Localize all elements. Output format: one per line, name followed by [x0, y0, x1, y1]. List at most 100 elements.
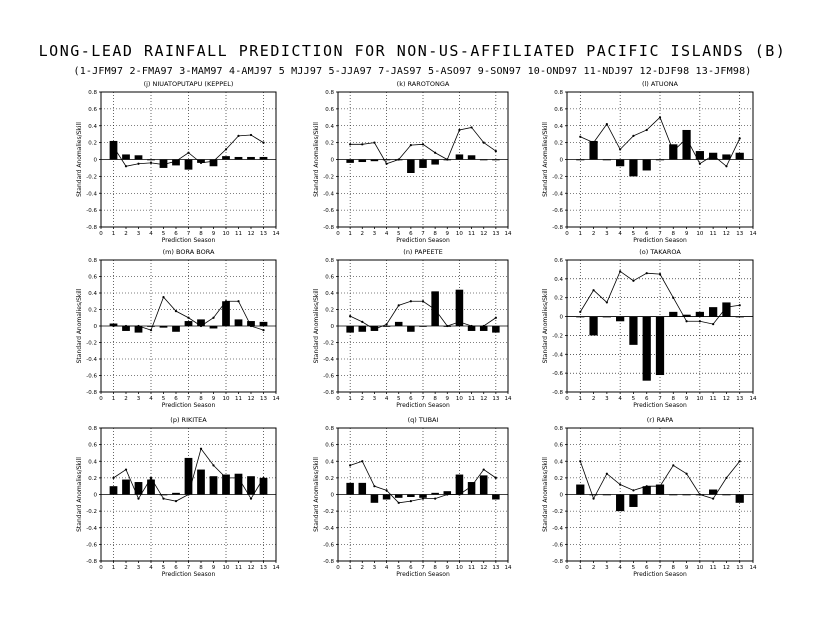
skill-point-10 — [458, 320, 461, 323]
panel-title: (k) RAROTONGA — [397, 80, 450, 88]
plot-area: (p) RIKITEA -0.8 -0.6 -0.4 -0.2 0 0.2 0.4 0.6 0.8… — [76, 416, 280, 578]
x-tick-label: 14 — [273, 396, 280, 402]
y-tick-label: 0.6 — [554, 107, 563, 113]
bar-2 — [122, 154, 130, 160]
skill-point-1 — [579, 135, 582, 138]
skill-point-8 — [434, 151, 437, 154]
bar-11 — [467, 155, 476, 160]
bar-3 — [370, 494, 379, 503]
bar-4 — [616, 316, 625, 322]
skill-point-4 — [385, 162, 388, 165]
x-tick-label: 0 — [99, 396, 103, 402]
x-tick-label: 8 — [199, 396, 203, 402]
y-tick-label: 0 — [560, 493, 564, 499]
x-tick-label: 2 — [124, 231, 128, 237]
bar-2 — [589, 316, 598, 336]
bar-5 — [629, 494, 638, 507]
x-tick-label: 3 — [137, 565, 141, 571]
x-tick-label: 11 — [468, 565, 475, 571]
x-tick-label: 7 — [421, 565, 425, 571]
bar-11 — [234, 156, 243, 160]
x-tick-label: 13 — [492, 231, 499, 237]
bar-11 — [709, 307, 718, 317]
skill-point-7 — [421, 143, 425, 146]
x-tick-label: 1 — [348, 565, 352, 571]
y-tick-label: -0.6 — [86, 542, 97, 548]
y-tick-label: 0.8 — [88, 258, 97, 264]
bar-6 — [642, 159, 651, 171]
skill-point-8 — [199, 324, 203, 328]
bar-4 — [147, 159, 155, 161]
skill-point-9 — [685, 472, 688, 475]
x-tick-label: 4 — [149, 396, 153, 402]
x-tick-label: 13 — [492, 565, 499, 571]
skill-point-9 — [685, 137, 688, 140]
skill-point-2 — [592, 289, 595, 292]
skill-point-4 — [619, 483, 622, 486]
chart-panel-3: (m) BORA BORA -0.8 -0.6 -0.4 -0.2 0 0.2 0.4 0.6 0… — [76, 248, 280, 409]
bar-12 — [479, 326, 488, 331]
skill-point-1 — [349, 143, 352, 146]
bar-11 — [234, 473, 243, 495]
skill-point-8 — [672, 464, 675, 467]
x-tick-label: 3 — [373, 396, 377, 402]
skill-point-3 — [137, 324, 140, 328]
bar-6 — [642, 486, 651, 495]
bar-2 — [358, 326, 367, 332]
bar-9 — [682, 314, 691, 317]
y-tick-label: 0.6 — [325, 275, 334, 281]
x-tick-label: 5 — [162, 231, 166, 237]
y-tick-label: -0.2 — [86, 341, 97, 347]
skill-point-13 — [738, 460, 741, 463]
y-tick-label: 0.4 — [88, 291, 97, 297]
y-tick-label: 0.6 — [88, 443, 97, 449]
bar-10 — [222, 474, 230, 495]
bar-13 — [259, 477, 268, 495]
skill-point-2 — [361, 320, 364, 323]
y-tick-label: -0.6 — [86, 374, 97, 380]
bar-5 — [394, 494, 403, 498]
x-tick-label: 1 — [579, 565, 583, 571]
x-tick-label: 9 — [446, 565, 450, 571]
y-tick-label: -0.4 — [552, 526, 563, 532]
bar-3 — [370, 159, 379, 162]
y-tick-label: -0.8 — [86, 559, 97, 565]
y-tick-label: 0.6 — [554, 258, 563, 264]
bar-12 — [247, 321, 255, 326]
x-tick-label: 8 — [433, 565, 437, 571]
skill-point-5 — [162, 163, 165, 166]
bar-12 — [722, 154, 731, 160]
skill-point-6 — [174, 310, 178, 313]
x-tick-label: 11 — [235, 565, 242, 571]
skill-point-11 — [237, 134, 240, 137]
skill-point-7 — [658, 116, 662, 119]
skill-point-13 — [738, 304, 741, 307]
skill-point-12 — [725, 476, 728, 479]
bar-7 — [655, 159, 665, 161]
bar-3 — [602, 159, 611, 161]
skill-point-1 — [112, 145, 115, 148]
x-tick-label: 3 — [137, 396, 141, 402]
skill-point-11 — [712, 154, 715, 157]
skill-point-10 — [224, 300, 228, 303]
y-tick-label: 0.2 — [88, 308, 97, 314]
skill-point-4 — [619, 270, 622, 273]
y-tick-label: -0.8 — [86, 390, 97, 396]
y-tick-label: 0.2 — [88, 141, 97, 147]
bar-8 — [431, 492, 439, 495]
skill-point-2 — [124, 468, 128, 471]
panel-title: (p) RIKITEA — [170, 416, 207, 424]
bar-6 — [172, 159, 180, 166]
bar-4 — [382, 326, 391, 327]
bar-5 — [159, 326, 168, 328]
bar-6 — [172, 326, 180, 332]
skill-point-2 — [124, 324, 128, 328]
skill-point-4 — [619, 148, 622, 151]
x-tick-label: 2 — [592, 231, 596, 237]
skill-point-7 — [421, 497, 425, 500]
skill-point-4 — [385, 489, 388, 492]
x-tick-label: 12 — [248, 396, 255, 402]
skill-point-9 — [212, 316, 215, 319]
skill-point-7 — [658, 273, 662, 276]
x-tick-label: 9 — [212, 396, 216, 402]
